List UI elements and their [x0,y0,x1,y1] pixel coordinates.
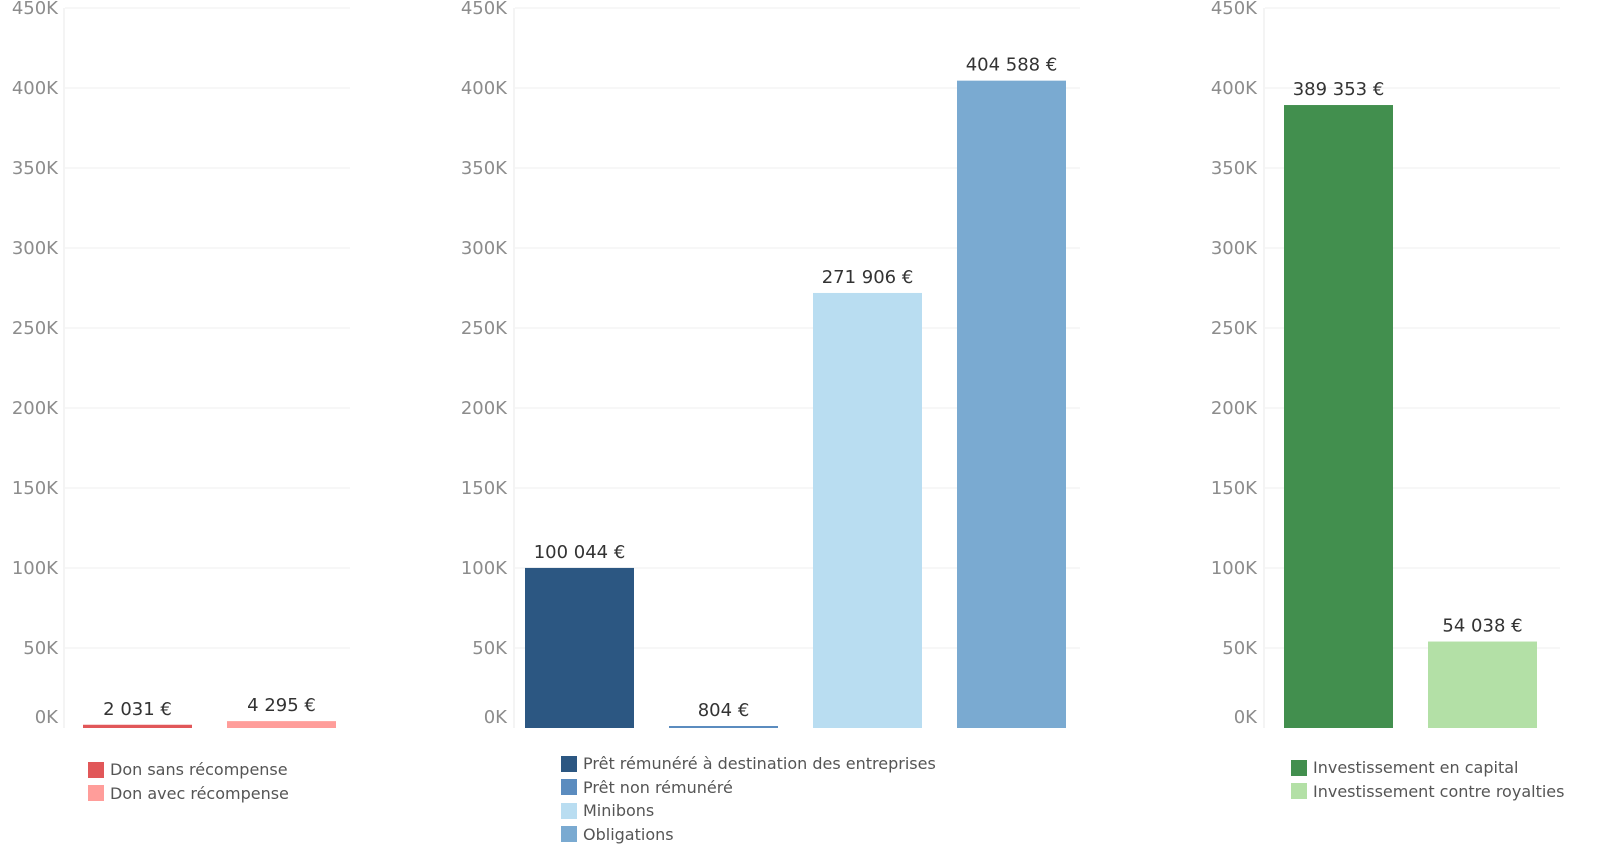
chart-1: 0K 50K 100K 150K 200K 250K 300K 350K 400K 450K 2 0… [12,0,350,728]
y-tick-label: 150K [1211,478,1258,499]
legend-swatch [561,755,577,772]
data-label: 271 906 € [822,267,914,288]
bar[interactable] [525,567,634,728]
data-label: 389 353 € [1293,79,1385,100]
y-tick-label: 100K [1211,558,1258,579]
y-tick-label: 450K [12,0,59,19]
legend-label: Prêt non rémunéré [583,777,733,797]
bar[interactable] [957,80,1066,729]
y-tick-label: 200K [12,398,59,419]
legend-label: Minibons [583,801,655,821]
y-tick-label: 450K [1211,0,1258,19]
chart-2: 0K 50K 100K 150K 200K 250K 300K 350K 400K 450K 100… [461,0,1080,729]
legend-item[interactable]: Obligations [561,823,936,847]
y-tick-label: 200K [1211,398,1258,419]
y-tick-label: 400K [1211,78,1258,99]
y-tick-label: 350K [1211,158,1258,179]
bar[interactable] [813,292,922,728]
y-tick-label: 50K [23,638,59,659]
y-tick-label: 150K [12,478,59,499]
bar[interactable] [1284,105,1393,728]
legend-label: Investissement contre royalties [1313,781,1565,801]
legend-label: Prêt rémunéré à destination des entrepri… [583,754,936,774]
legend-swatch [561,779,577,796]
legend-label: Don avec récompense [110,783,289,803]
y-tick-label: 400K [12,78,59,99]
legend-item[interactable]: Investissement en capital [1291,756,1564,780]
y-tick-label: 50K [472,638,508,659]
bar[interactable] [1428,641,1537,728]
y-tick-label: 450K [461,0,508,19]
legend-item[interactable]: Investissement contre royalties [1291,780,1564,804]
legend-label: Investissement en capital [1313,758,1519,778]
legend-investments: Investissement en capital Investissement … [1291,756,1564,803]
y-tick-label: 350K [12,158,59,179]
legend-swatch [88,761,104,778]
legend-item[interactable]: Don avec récompense [88,782,289,806]
y-tick-label: 0K [35,707,59,728]
bar[interactable] [669,726,778,728]
y-tick-label: 0K [484,707,508,728]
y-tick-label: 50K [1222,638,1258,659]
y-tick-label: 350K [461,158,508,179]
data-label: 54 038 € [1442,616,1522,637]
y-tick-label: 100K [12,558,59,579]
bar[interactable] [227,721,336,728]
legend-swatch [1291,759,1307,776]
legend-item[interactable]: Prêt rémunéré à destination des entrepri… [561,752,936,776]
legend-swatch [88,785,104,802]
data-label: 4 295 € [247,695,316,716]
y-tick-label: 400K [461,78,508,99]
legend-label: Don sans récompense [110,760,288,780]
data-label: 100 044 € [534,542,626,563]
legend-swatch [1291,783,1307,800]
y-tick-label: 250K [1211,318,1258,339]
legend-label: Obligations [583,824,674,844]
chart-3: 0K 50K 100K 150K 200K 250K 300K 350K 400K 450K 389… [1211,0,1560,728]
y-tick-label: 150K [461,478,508,499]
y-tick-label: 200K [461,398,508,419]
y-tick-label: 0K [1234,707,1258,728]
data-label: 404 588 € [966,55,1058,76]
data-label: 804 € [698,700,750,721]
legend-item[interactable]: Minibons [561,799,936,823]
y-tick-label: 300K [1211,238,1258,259]
y-tick-label: 300K [12,238,59,259]
data-label: 2 031 € [103,699,172,720]
legend-loans: Prêt rémunéré à destination des entrepri… [561,752,936,846]
legend-donations: Don sans récompense Don avec récompense [88,758,289,805]
y-tick-label: 250K [461,318,508,339]
y-tick-label: 100K [461,558,508,579]
y-tick-label: 300K [461,238,508,259]
legend-item[interactable]: Prêt non rémunéré [561,776,936,800]
legend-item[interactable]: Don sans récompense [88,758,289,782]
legend-swatch [561,802,577,819]
y-tick-label: 250K [12,318,59,339]
bar[interactable] [83,724,192,728]
legend-swatch [561,826,577,843]
